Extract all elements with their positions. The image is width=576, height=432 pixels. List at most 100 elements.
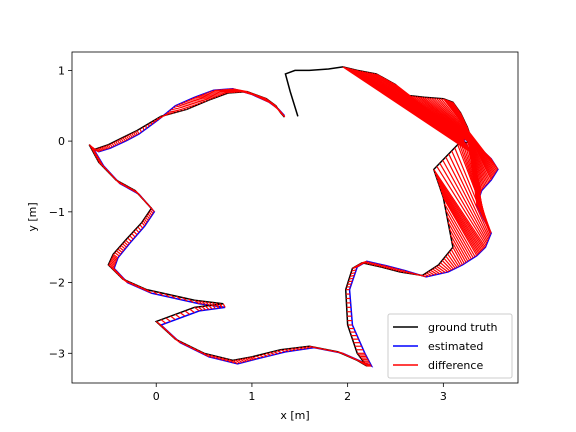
difference-segment [213,89,229,94]
difference-segment [196,95,212,100]
difference-segment [218,89,233,94]
difference-segment [97,147,102,152]
difference-segment [199,94,214,99]
difference-segment [361,260,367,264]
difference-segment [109,260,116,265]
difference-segment [150,207,155,213]
difference-segment [165,317,171,322]
difference-segment [273,350,279,355]
difference-segment [194,299,200,305]
difference-segment [184,100,198,106]
difference-segment [197,300,203,305]
difference-segment [385,266,391,269]
difference-segment [131,233,136,238]
difference-segment [207,353,213,359]
difference-segment [191,97,207,102]
y-axis-label: y [m] [26,202,39,231]
difference-segment [298,346,304,350]
difference-segment [448,251,460,267]
difference-segment [436,165,487,246]
difference-segment [182,342,188,347]
y-tick-label: 1 [58,64,65,77]
difference-segment [189,345,195,351]
difference-segment [135,228,140,234]
difference-segment [445,255,456,269]
difference-segment [266,352,272,356]
difference-segment [132,188,138,194]
difference-segment [95,148,101,152]
difference-segment [159,114,165,119]
difference-segment [127,237,132,242]
difference-segment [383,265,389,269]
difference-segment [120,244,126,250]
difference-segment [178,340,185,345]
difference-segment [208,305,213,310]
difference-segment [353,69,467,145]
difference-segment [110,259,117,264]
x-tick-label: 2 [344,390,351,403]
difference-segment [249,356,255,361]
difference-segment [438,264,449,273]
difference-segment [228,359,235,364]
difference-segment [111,257,117,263]
difference-segment [100,146,105,151]
difference-segment [215,89,231,94]
difference-segment [351,269,357,272]
difference-segment [227,88,243,93]
difference-segment [147,213,152,218]
difference-segment [451,240,465,265]
x-tick-label: 3 [440,390,447,403]
difference-segment [435,176,484,250]
difference-segment [175,338,181,344]
difference-segment [96,157,102,162]
difference-segment [160,319,167,324]
difference-segment [118,180,123,186]
difference-segment [422,274,427,278]
difference-segment [366,261,372,265]
difference-segment [232,359,238,365]
difference-segment [448,153,490,239]
series-lines [88,66,499,368]
difference-segment [305,346,311,349]
difference-segment [150,121,153,126]
difference-segment [125,239,130,245]
difference-segment [116,139,121,145]
difference-segment [146,289,152,294]
difference-segment [127,186,133,191]
difference-segment [122,183,128,188]
legend-label-estimated: estimated [428,340,483,353]
difference-segment [215,302,220,307]
difference-segment [124,136,128,141]
difference-segment [179,312,186,317]
difference-segment [208,301,213,306]
difference-segment [125,184,130,190]
difference-segment [439,186,481,253]
difference-segment [230,88,245,93]
difference-segment [445,209,474,259]
legend-label-difference: difference [428,359,483,372]
difference-segment [287,348,293,352]
difference-segment [349,274,355,277]
difference-segment [97,159,103,165]
difference-segment [109,261,116,267]
difference-segment [445,156,489,241]
difference-segment [215,304,220,309]
difference-segment [424,273,430,277]
difference-segment [128,281,134,286]
difference-segment [208,91,224,96]
difference-segment [122,243,127,248]
difference-segment [348,277,354,280]
difference-segment [173,106,184,111]
difference-segment [211,302,216,307]
difference-segment [371,262,377,266]
difference-segment [127,134,132,139]
difference-segment [92,150,98,156]
difference-segment [200,351,206,356]
difference-segment [182,297,188,302]
difference-segment [139,128,142,133]
difference-segment [120,182,126,187]
difference-segment [237,358,243,364]
difference-segment [430,269,438,275]
y-tick-label: 0 [58,135,65,148]
difference-segment [378,264,384,268]
